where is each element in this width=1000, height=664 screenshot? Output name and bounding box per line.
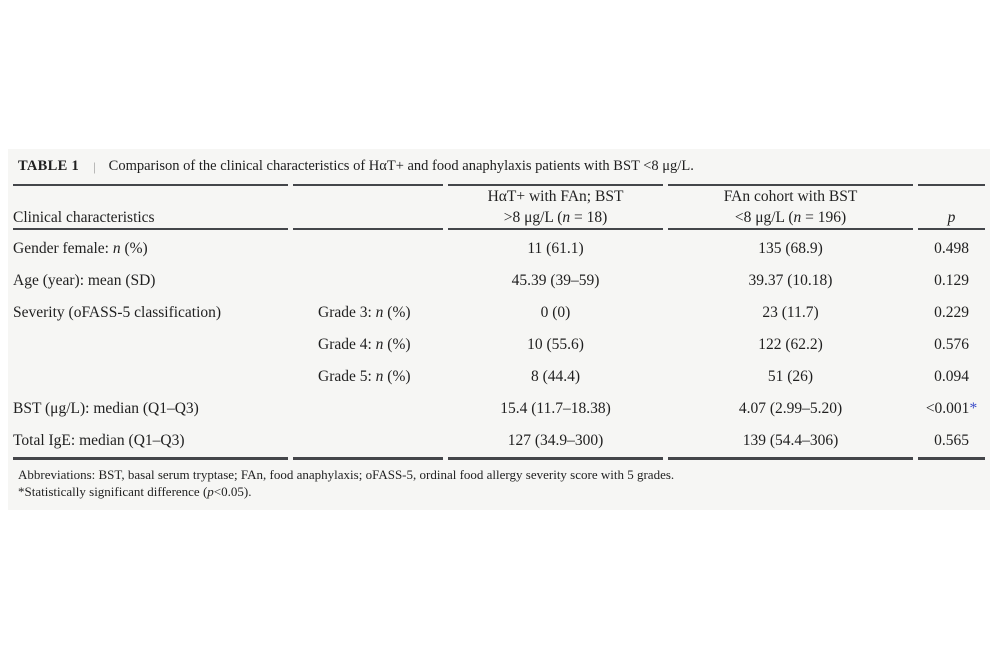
- hat-value: 15.4 (11.7–18.38): [500, 400, 611, 417]
- row-label: Total IgE: median (Q1–Q3): [13, 425, 288, 460]
- row-label: Severity (oFASS-5 classification): [13, 304, 222, 321]
- hat-value: 127 (34.9–300): [448, 425, 663, 460]
- p-value: 0.129: [934, 272, 969, 289]
- p-value: <0.001*: [925, 400, 978, 417]
- header-spacer: [293, 184, 443, 230]
- row-sublabel: Grade 4: n (%): [318, 336, 411, 353]
- row-label: Gender female: n (%): [13, 240, 148, 257]
- hat-value: 0 (0): [540, 304, 571, 321]
- abbreviations-note: Abbreviations: BST, basal serum tryptase…: [18, 467, 675, 482]
- hat-value: 11 (61.1): [527, 240, 584, 257]
- table-row: Severity (oFASS-5 classification) Grade …: [13, 297, 985, 329]
- table-number-label: TABLE 1: [18, 158, 80, 174]
- row-label: Age (year): mean (SD): [13, 272, 156, 289]
- header-row: Clinical characteristics HαT+ with FAn; …: [13, 184, 985, 230]
- table-row: BST (μg/L): median (Q1–Q3) 15.4 (11.7–18…: [13, 393, 985, 425]
- table-figure: TABLE 1 | Comparison of the clinical cha…: [8, 149, 990, 510]
- table-footnotes: Abbreviations: BST, basal serum tryptase…: [8, 460, 990, 510]
- fan-value: 139 (54.4–306): [668, 425, 913, 460]
- header-p-value: p: [918, 184, 985, 230]
- table-row: Gender female: n (%) 11 (61.1) 135 (68.9…: [13, 230, 985, 265]
- row-sublabel: [293, 265, 443, 297]
- fan-value: 23 (11.7): [762, 304, 819, 321]
- header-hat-cohort: HαT+ with FAn; BST >8 μg/L (n = 18): [448, 184, 663, 230]
- table-row: Grade 5: n (%) 8 (44.4) 51 (26) 0.094: [13, 361, 985, 393]
- caption-text: Comparison of the clinical characteristi…: [108, 158, 694, 174]
- row-sublabel: [293, 425, 443, 460]
- row-label: [13, 361, 288, 393]
- fan-value: 122 (62.2): [758, 336, 823, 353]
- p-value: 0.576: [934, 336, 969, 353]
- fan-value: 135 (68.9): [758, 240, 823, 257]
- p-value: 0.229: [934, 304, 969, 321]
- row-sublabel: Grade 5: n (%): [318, 368, 411, 385]
- row-sublabel: Grade 3: n (%): [318, 304, 411, 321]
- caption-separator: |: [93, 159, 96, 174]
- row-label: BST (μg/L): median (Q1–Q3): [13, 400, 199, 417]
- p-value: 0.498: [934, 240, 969, 257]
- clinical-characteristics-table: Clinical characteristics HαT+ with FAn; …: [8, 184, 990, 460]
- hat-value: 10 (55.6): [527, 336, 584, 353]
- table-row: Grade 4: n (%) 10 (55.6) 122 (62.2) 0.57…: [13, 329, 985, 361]
- row-sublabel: [293, 393, 443, 425]
- header-clinical-characteristics: Clinical characteristics: [13, 184, 288, 230]
- table-caption: TABLE 1 | Comparison of the clinical cha…: [8, 149, 990, 184]
- row-sublabel: [293, 230, 443, 265]
- hat-value: 45.39 (39–59): [511, 272, 600, 289]
- header-fan-cohort: FAn cohort with BST <8 μg/L (n = 196): [668, 184, 913, 230]
- fan-value: 4.07 (2.99–5.20): [738, 400, 843, 417]
- table-row: Age (year): mean (SD) 45.39 (39–59) 39.3…: [13, 265, 985, 297]
- significance-note: *Statistically significant difference (p…: [18, 483, 252, 499]
- p-value: 0.094: [934, 368, 969, 385]
- table-row: Total IgE: median (Q1–Q3) 127 (34.9–300)…: [13, 425, 985, 460]
- row-label: [13, 329, 288, 361]
- hat-value: 8 (44.4): [530, 368, 581, 385]
- fan-value: 39.37 (10.18): [748, 272, 833, 289]
- p-value: 0.565: [918, 425, 985, 460]
- fan-value: 51 (26): [767, 368, 814, 385]
